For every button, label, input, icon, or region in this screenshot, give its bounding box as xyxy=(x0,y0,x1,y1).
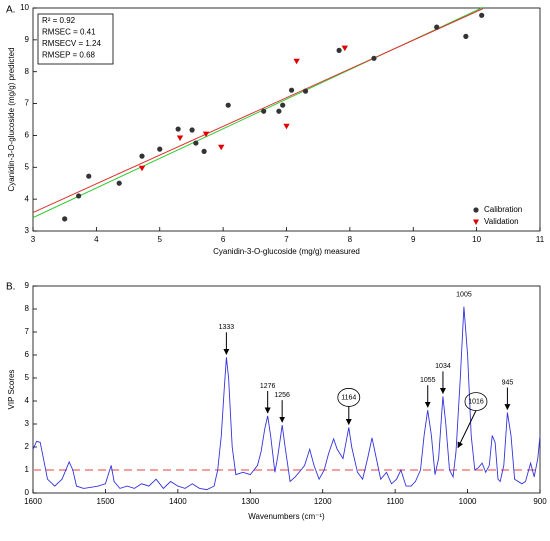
peak-label: 1276 xyxy=(260,383,276,390)
y-tick-label: 9 xyxy=(25,281,30,290)
stats-frame xyxy=(37,13,114,65)
stats-line: RMSECV = 1.24 xyxy=(42,39,101,48)
x-tick-label: 10 xyxy=(472,235,481,244)
y-tick-label: 2 xyxy=(25,442,30,451)
peak-label: 1034 xyxy=(435,363,451,370)
x-axis-label: Cyanidin-3-O-glucoside (mg/g) measured xyxy=(213,247,360,256)
x-tick-label: 1000 xyxy=(459,497,477,506)
point xyxy=(463,33,469,39)
plot-frame xyxy=(32,285,541,494)
x-tick-label: 6 xyxy=(221,235,226,244)
point xyxy=(225,102,231,108)
y-axis-label: VIP Scores xyxy=(7,370,16,410)
fit-line xyxy=(32,8,484,213)
point xyxy=(280,102,286,108)
point xyxy=(116,180,122,186)
point xyxy=(62,216,68,222)
peak-label: 1164 xyxy=(341,394,356,401)
point xyxy=(157,146,163,152)
y-tick-label: 4 xyxy=(25,194,30,203)
point xyxy=(261,108,267,114)
point xyxy=(276,108,282,114)
point xyxy=(176,135,184,141)
point xyxy=(193,140,199,146)
y-tick-label: 3 xyxy=(25,226,30,235)
y-tick-label: 5 xyxy=(25,162,30,171)
point xyxy=(175,126,181,132)
legend-marker xyxy=(473,207,479,213)
peak-label: 1005 xyxy=(456,292,472,299)
stats-line: R² = 0.92 xyxy=(42,16,76,25)
y-tick-label: 1 xyxy=(25,465,30,474)
point xyxy=(302,88,309,94)
point xyxy=(139,153,145,159)
y-tick-label: 0 xyxy=(25,488,30,497)
peak-arrow xyxy=(457,410,477,449)
peak-label: 945 xyxy=(502,379,514,386)
panel-label: A. xyxy=(6,5,15,16)
point xyxy=(283,123,290,130)
point xyxy=(288,87,295,93)
y-tick-label: 8 xyxy=(25,304,30,313)
stats-line: RMSEC = 0.41 xyxy=(42,28,96,37)
stats-line: RMSEP = 0.68 xyxy=(42,51,96,60)
x-tick-label: 1100 xyxy=(387,497,405,506)
x-tick-label: 8 xyxy=(348,235,353,244)
point xyxy=(138,165,146,172)
x-tick-label: 11 xyxy=(536,235,545,244)
x-tick-label: 1300 xyxy=(241,497,259,506)
stats-box: R² = 0.92 RMSEC = 0.41 RMSECV = 1.24 RMSEP … xyxy=(37,13,114,65)
point xyxy=(201,148,207,154)
y-tick-label: 5 xyxy=(25,373,30,382)
peak-label: 1016 xyxy=(468,398,484,405)
x-tick-label: 3 xyxy=(31,235,36,244)
y-tick-label: 10 xyxy=(20,3,29,12)
spectrum-line xyxy=(32,306,541,491)
legend-label: Calibration xyxy=(484,205,522,214)
point xyxy=(341,45,349,52)
peak-label: 1055 xyxy=(420,377,436,384)
x-tick-label: 9 xyxy=(411,235,416,244)
point xyxy=(218,144,225,151)
y-tick-label: 4 xyxy=(25,396,30,405)
y-axis-label: Cyanidin-3-O-glucoside (mg/g) predicted xyxy=(7,47,16,191)
panel-label: B. xyxy=(6,282,15,293)
x-tick-label: 1600 xyxy=(24,497,42,506)
peak-label: 1333 xyxy=(219,324,235,331)
x-tick-label: 900 xyxy=(533,497,547,506)
x-tick-label: 1500 xyxy=(97,497,115,506)
point xyxy=(202,131,210,138)
point xyxy=(189,127,195,133)
legend-marker xyxy=(473,219,479,225)
legend-label: Validation xyxy=(484,217,519,226)
point xyxy=(76,193,82,199)
x-tick-label: 4 xyxy=(94,235,99,244)
y-tick-label: 7 xyxy=(25,99,30,108)
point xyxy=(371,55,377,61)
y-tick-label: 8 xyxy=(25,67,30,76)
point xyxy=(336,47,342,53)
y-tick-label: 6 xyxy=(25,350,30,359)
y-tick-label: 7 xyxy=(25,327,30,336)
x-tick-label: 5 xyxy=(158,235,163,244)
point xyxy=(434,24,440,30)
peak-label: 1256 xyxy=(274,392,290,399)
point xyxy=(293,58,300,65)
point xyxy=(479,12,485,18)
x-tick-label: 1400 xyxy=(169,497,187,506)
y-tick-label: 6 xyxy=(25,131,30,140)
x-tick-label: 7 xyxy=(284,235,289,244)
y-tick-label: 9 xyxy=(25,35,30,44)
x-axis-label: Wavenumbers (cm⁻¹) xyxy=(248,512,325,521)
y-tick-label: 3 xyxy=(25,419,30,428)
point xyxy=(86,173,92,179)
x-tick-label: 1200 xyxy=(314,497,332,506)
